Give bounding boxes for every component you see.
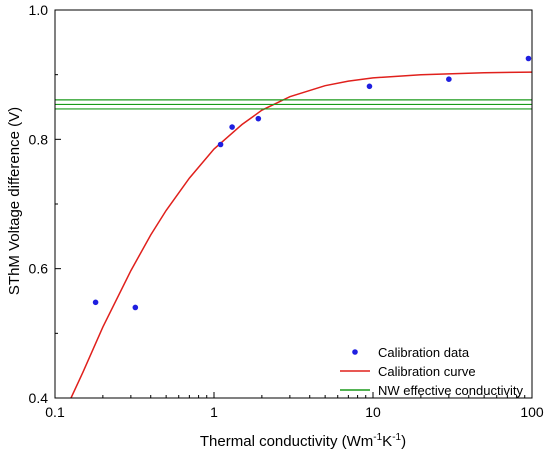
y-tick-label: 0.8 <box>29 131 49 147</box>
calibration-data-point <box>229 124 235 130</box>
calibration-data-point <box>446 76 452 82</box>
calibration-data-point <box>132 304 139 311</box>
calibration-data-point <box>255 115 262 122</box>
plot-content <box>55 71 532 398</box>
legend-marker-calibration-data <box>352 349 358 355</box>
axis-layer: 0.1 1 10 100 0.4 0.6 0.8 1.0 <box>29 2 544 420</box>
y-tick-label: 0.6 <box>29 261 49 277</box>
calibration-data-point <box>366 83 373 90</box>
y-tick-label: 1.0 <box>29 2 49 18</box>
y-axis-label: SThM Voltage difference (V) <box>6 107 23 295</box>
x-tick-label: 0.1 <box>45 404 65 420</box>
legend-label: Calibration data <box>378 345 470 360</box>
legend: Calibration data Calibration curve NW effe… <box>340 345 523 398</box>
y-tick-label: 0.4 <box>29 390 49 406</box>
x-tick-label: 1 <box>210 404 218 420</box>
calibration-data-point <box>92 299 99 306</box>
plot-layer <box>55 55 532 398</box>
x-tick-label: 10 <box>365 404 381 420</box>
legend-label: NW effective conductivity <box>378 383 523 398</box>
legend-label: Calibration curve <box>378 364 476 379</box>
x-axis-label: Thermal conductivity (Wm-1K-1) <box>200 432 406 450</box>
calibration-curve <box>70 71 532 398</box>
calibration-data-point <box>217 141 224 148</box>
x-tick-label: 100 <box>520 404 544 420</box>
calibration-data-point <box>525 55 532 62</box>
plot-frame <box>54 9 533 399</box>
